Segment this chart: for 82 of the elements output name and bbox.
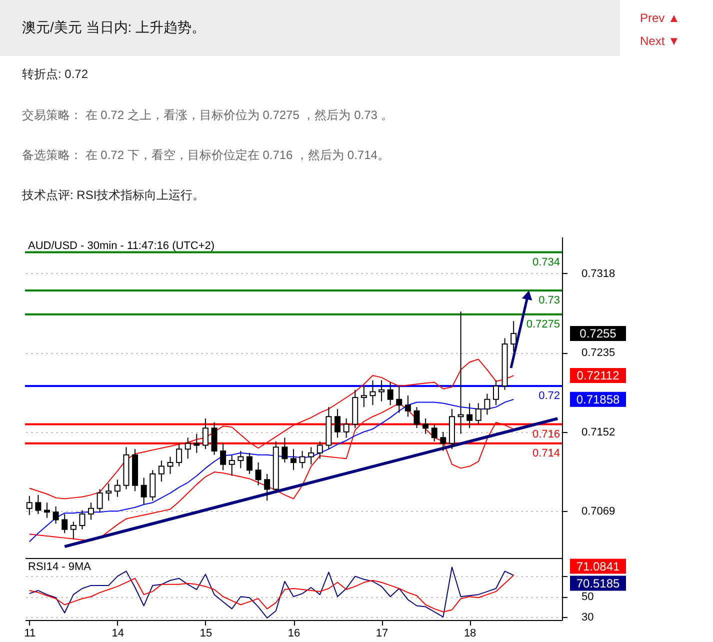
ref-line-label: 0.7275 (526, 318, 560, 330)
candlestick (44, 502, 50, 518)
text: 0.72112 (576, 368, 620, 383)
candlestick (246, 452, 252, 474)
candlestick (52, 506, 59, 524)
x-tick-label: 14 (112, 628, 124, 640)
candlestick (431, 424, 438, 442)
candlestick (211, 422, 218, 456)
candlestick (282, 437, 288, 463)
x-tick-label: 16 (288, 628, 300, 640)
ref-line-label: 0.714 (532, 447, 560, 460)
candlestick (106, 482, 112, 502)
candlestick (440, 431, 446, 452)
ref-line-label: 0.73 (538, 294, 560, 306)
candlestick (316, 440, 323, 460)
chart-title: RSI14 - 9MA (28, 561, 92, 573)
text: 技术点评: RSI技术指标向上运行。 (21, 188, 205, 202)
candlestick (26, 495, 32, 516)
candlestick (114, 479, 120, 498)
ref-line-label: 0.716 (532, 428, 560, 440)
candlestick (167, 456, 174, 474)
candlestick (466, 402, 473, 429)
candlestick (308, 446, 314, 465)
candlestick (264, 473, 270, 502)
text: 70.5185 (576, 576, 620, 590)
x-tick-label: 11 (24, 628, 36, 640)
candlestick (228, 454, 235, 476)
candlestick (484, 393, 490, 416)
candlestick (202, 418, 208, 450)
text: 备选策略： 在 0.72 下，看空，目标价位定在 0.716 ，然后为 0.714。 (22, 148, 390, 162)
candlestick (290, 448, 296, 471)
y-tick-label: 30 (582, 611, 594, 624)
candlestick (255, 462, 262, 486)
text: 0.71858 (576, 392, 620, 406)
y-tick-label: 0.7152 (582, 426, 616, 438)
candlestick (79, 510, 86, 530)
candlestick (140, 477, 147, 505)
candlestick (158, 460, 164, 482)
candlestick (396, 386, 402, 414)
candlestick (220, 442, 226, 471)
y-tick-label: 0.7318 (582, 268, 616, 280)
ref-line-label: 0.734 (532, 256, 560, 268)
candlestick (96, 488, 103, 513)
candlestick (194, 433, 200, 454)
candlestick (88, 502, 94, 520)
candlestick (35, 494, 42, 515)
candlestick (404, 395, 411, 418)
text: 71.0841 (576, 559, 620, 574)
text: 澳元/美元 当日内: 上升趋势。 (22, 19, 206, 35)
candlestick (387, 382, 394, 406)
candlestick (150, 470, 156, 502)
candlestick (475, 402, 482, 425)
text: Prev ▲ (640, 11, 680, 25)
candlestick (370, 380, 376, 406)
text: 转折点: 0.72 (22, 67, 88, 81)
text: 0.7255 (580, 326, 617, 340)
ref-line-label: 0.72 (538, 390, 560, 402)
candlestick (62, 514, 68, 534)
candlestick (378, 380, 385, 402)
x-tick-label: 17 (376, 628, 388, 640)
chart-title: AUD/USD - 30min - 11:47:16 (UTC+2) (28, 240, 215, 252)
candlestick (176, 442, 182, 467)
candlestick (458, 311, 464, 434)
candlestick (184, 437, 191, 460)
candlestick (343, 418, 350, 438)
line-series (28, 574, 514, 612)
candlestick (238, 450, 244, 469)
candlestick (510, 320, 517, 352)
text: Next ▼ (640, 34, 680, 48)
candlestick (299, 450, 306, 469)
text: 交易策略： 在 0.72 之上，看涨，目标价位为 0.7275 ，然后为 0.73 。 (22, 108, 393, 122)
x-tick-label: 15 (200, 628, 212, 640)
candlestick (422, 418, 429, 434)
y-tick-label: 0.7235 (582, 347, 616, 360)
candlestick (492, 380, 499, 406)
candlestick (360, 386, 367, 408)
candlestick (414, 406, 420, 429)
candlestick (70, 521, 76, 540)
x-tick-label: 18 (464, 628, 476, 640)
y-tick-label: 50 (582, 591, 594, 604)
y-tick-label: 0.7069 (582, 506, 616, 518)
candlestick (334, 408, 341, 438)
